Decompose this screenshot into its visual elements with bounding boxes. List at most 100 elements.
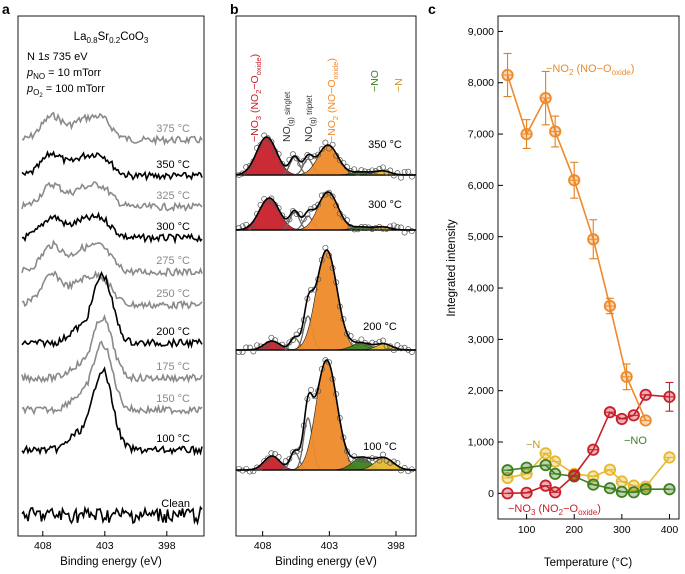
y-tick-label: 0 <box>488 488 494 500</box>
panel-a-traces: 375 °C 350 °C 325 °C 300 °C 275 °C 250 °C 200 … <box>21 111 203 526</box>
data-point <box>282 344 289 351</box>
data-point <box>336 157 343 164</box>
data-point <box>311 393 318 400</box>
fit-envelope <box>236 359 416 471</box>
spectrum-temperature-label: 350 °C <box>368 139 402 151</box>
label-no2: −NO2 (NO−Ooxide) <box>326 58 340 142</box>
x-tick-label: 300 <box>613 524 631 536</box>
data-point <box>398 174 404 181</box>
data-point <box>372 225 379 232</box>
data-point <box>261 458 268 465</box>
data-point <box>358 167 365 174</box>
spectrum-temperature-label: 300 °C <box>368 199 402 211</box>
panel-a-x-axis: 408 403 398 <box>34 531 176 552</box>
data-point <box>369 167 376 174</box>
data-point <box>293 155 300 162</box>
x-tick-label: 400 <box>661 524 679 536</box>
label-n: −N <box>393 78 405 92</box>
label-no3: −NO3 (NO2−Ooxide) <box>249 54 263 142</box>
x-tick-label: 408 <box>34 540 52 552</box>
data-point <box>290 449 296 456</box>
spectrum-trace <box>21 181 203 212</box>
data-point <box>268 450 275 457</box>
label-no: −NO <box>369 70 381 92</box>
y-tick-label: 2,000 <box>468 385 494 397</box>
data-point <box>279 212 286 219</box>
spectrum-trace <box>21 211 203 245</box>
data-point <box>408 228 415 235</box>
fit-component <box>236 359 416 471</box>
fit-envelope <box>235 191 416 231</box>
data-point <box>268 138 275 145</box>
spectrum-trace <box>21 366 203 457</box>
spectrum-trace <box>21 111 203 147</box>
y-tick-label: 1,000 <box>468 437 494 449</box>
x-tick-label: 398 <box>387 540 405 552</box>
data-point <box>246 163 253 169</box>
trace-label: 150 °C <box>156 393 190 405</box>
panel-a-pressure-o2: pO2 = 100 mTorr <box>26 83 105 99</box>
data-point <box>282 216 289 223</box>
panel-b-spectra: 350 °C 300 °C 200 °C 100 °C <box>235 132 416 475</box>
annotation-no: −NO <box>624 435 647 447</box>
panel-a-title: La0.8Sr0.2CoO3 <box>74 31 149 45</box>
x-tick-label: 408 <box>254 540 272 552</box>
spectrum-trace <box>21 505 203 526</box>
panel-b-x-axis: 408 403 398 <box>254 531 405 552</box>
trace-label: 375 °C <box>156 123 190 135</box>
spectrum-temperature-label: 100 °C <box>363 441 397 453</box>
trace-label: 325 °C <box>156 190 190 202</box>
data-point <box>315 201 322 208</box>
data-point <box>279 160 286 167</box>
panel-c-ylabel: Integrated intensity <box>446 219 458 316</box>
data-point <box>369 339 376 346</box>
data-point <box>329 193 336 200</box>
data-point <box>236 225 242 231</box>
panel-a: a La0.8Sr0.2CoO3 N 1s 735 eV pNO = 10 mT… <box>2 1 205 568</box>
x-tick-label: 403 <box>321 540 339 552</box>
label-no-singlet: NO(g) singlet <box>281 91 295 142</box>
trace-label: 175 °C <box>156 361 190 373</box>
data-point <box>236 465 242 472</box>
trace-label: 275 °C <box>156 255 190 267</box>
data-point <box>268 334 275 341</box>
data-point <box>257 343 264 350</box>
annotation-no2: −NO2 (NO−Ooxide) <box>546 63 634 77</box>
annotation-n: −N <box>526 439 540 451</box>
panel-c: c 0 1,000 2,000 3,000 4,000 5,000 6,000 7,000 8,… <box>428 1 680 569</box>
y-tick-label: 6,000 <box>468 180 494 192</box>
y-tick-label: 8,000 <box>468 77 494 89</box>
panel-c-frame <box>497 15 680 520</box>
y-tick-label: 7,000 <box>468 129 494 141</box>
data-point <box>254 464 260 471</box>
data-point <box>308 387 314 393</box>
fit-envelope <box>235 136 416 176</box>
panel-b-letter: b <box>230 1 239 17</box>
trace-label: Clean <box>161 498 190 510</box>
x-tick-label: 403 <box>96 540 114 552</box>
panel-c-xlabel: Temperature (°C) <box>544 557 632 569</box>
series-n <box>501 447 676 493</box>
data-point <box>318 146 325 153</box>
spectrum-trace <box>21 340 203 416</box>
data-point <box>264 455 271 462</box>
fit-component <box>236 249 416 351</box>
panel-c-axes: 0 1,000 2,000 3,000 4,000 5,000 6,000 7,000 8,00… <box>468 26 679 536</box>
data-point <box>365 456 372 463</box>
data-point <box>322 191 329 198</box>
data-point <box>394 342 401 349</box>
data-point <box>272 337 278 344</box>
panel-c-letter: c <box>428 1 436 17</box>
label-no-triplet: NO(g) triplet <box>303 95 317 142</box>
spectrum-trace <box>21 239 203 278</box>
series-no3 <box>501 381 676 500</box>
panel-b-frame <box>235 15 417 537</box>
series-line <box>506 74 647 421</box>
y-tick-label: 9,000 <box>468 26 494 38</box>
trace-label: 300 °C <box>156 221 190 233</box>
spectrum-trace <box>21 150 203 182</box>
trace-label: 100 °C <box>156 433 190 445</box>
panel-b-component-labels: −NO3 (NO2−Ooxide) NO(g) singlet NO(g) tr… <box>249 54 405 142</box>
data-point <box>380 337 386 344</box>
panel-a-letter: a <box>2 1 10 17</box>
